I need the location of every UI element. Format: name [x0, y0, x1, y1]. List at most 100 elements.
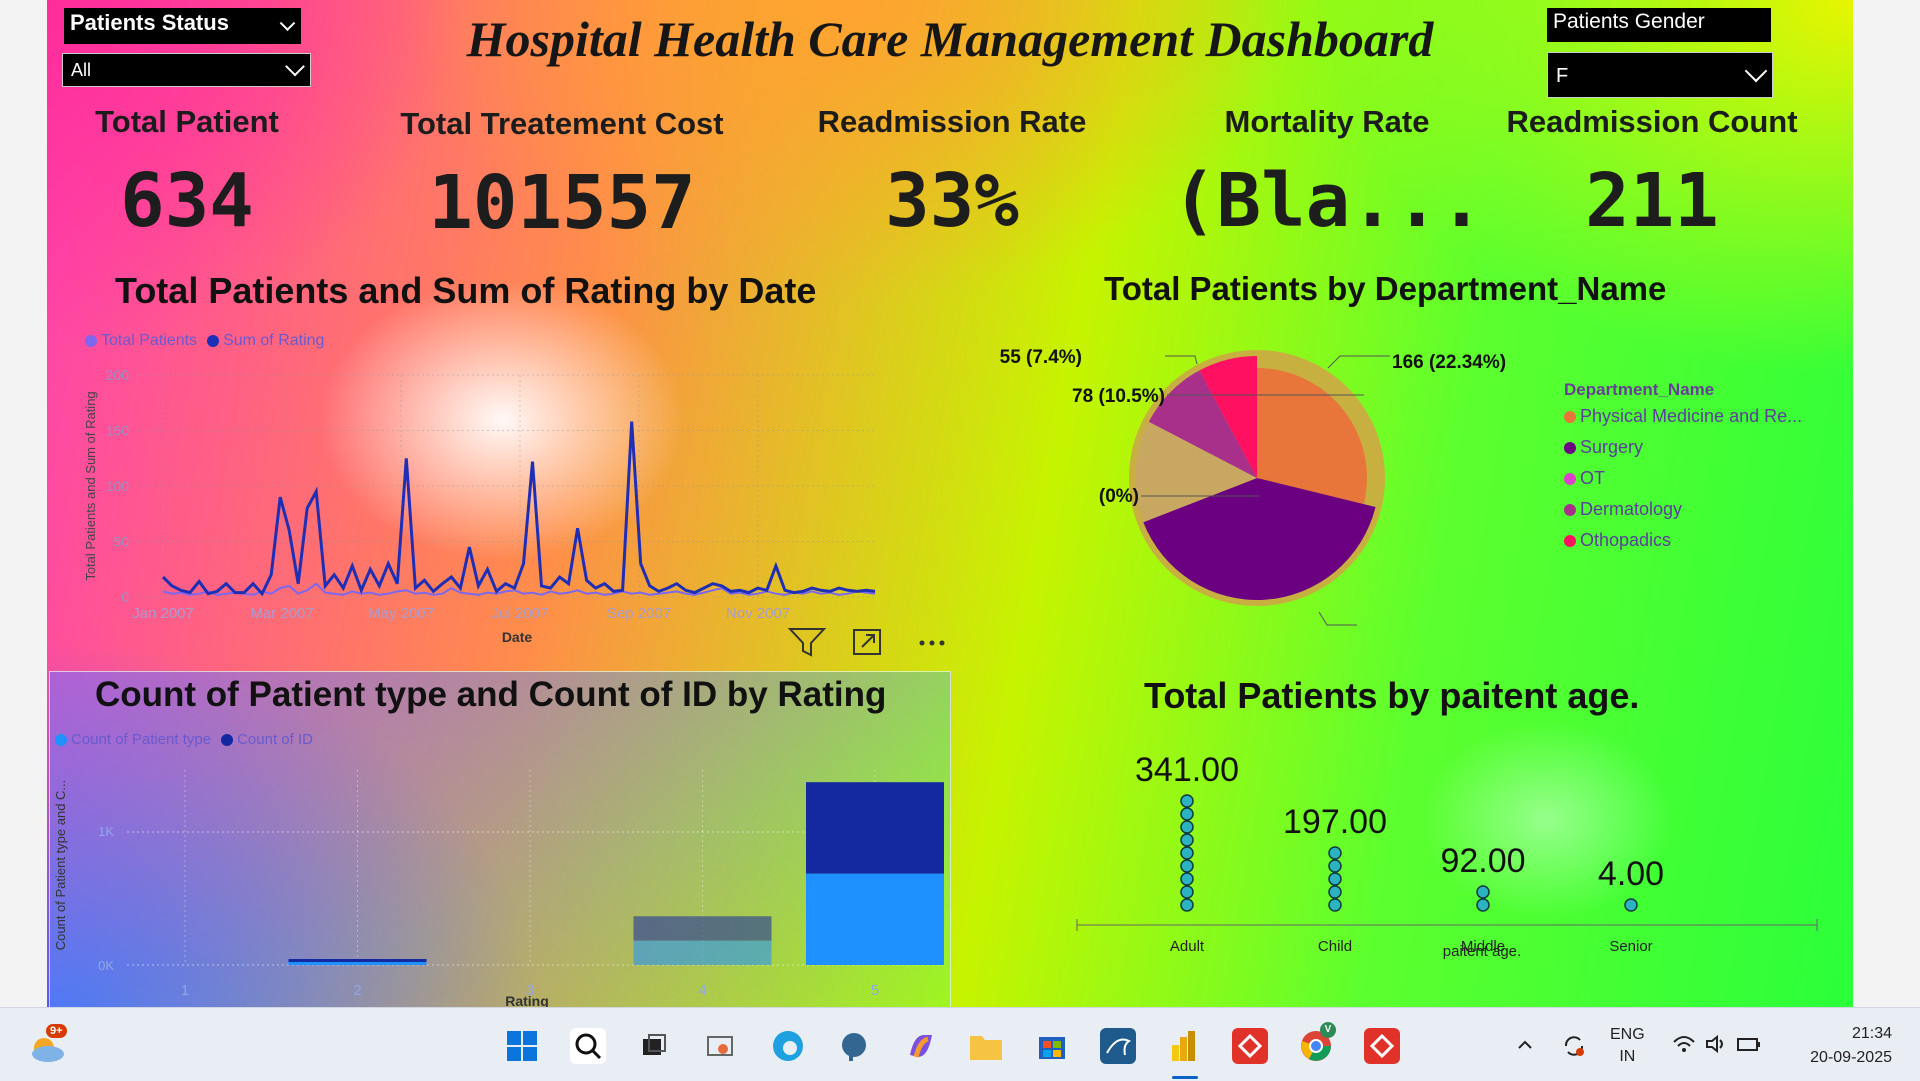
- leader-line: [1318, 611, 1357, 626]
- legend-item-count-of-id[interactable]: Count of ID: [221, 731, 313, 748]
- dot-mark: [1180, 885, 1194, 899]
- y-tick-label: 200: [106, 367, 130, 383]
- pie-legend-items: Physical Medicine and Re... Surgery OT Derm…: [1564, 406, 1853, 551]
- dot-mark: [1180, 807, 1194, 821]
- data-label: 341.00: [1135, 751, 1239, 789]
- kpi-readmission-rate-label: Readmission Rate: [817, 104, 1087, 139]
- pie-legend: Department_Name Physical Medicine and Re…: [1564, 380, 1853, 561]
- pie-chart[interactable]: 166 (22.34%)232 (31.22%)78 (10.5%)55 (7.…: [997, 320, 1597, 650]
- start-button[interactable]: [504, 1028, 540, 1064]
- pie-legend-item[interactable]: Othopadics: [1564, 530, 1853, 551]
- more-options-icon[interactable]: [919, 640, 945, 646]
- taskbar-app-store[interactable]: [1034, 1028, 1070, 1064]
- dot-mark: [1180, 833, 1194, 847]
- language-indicator[interactable]: ENG IN: [1610, 1024, 1645, 1068]
- clock-date: 20-09-2025: [1810, 1049, 1892, 1066]
- x-axis-title: Date: [502, 629, 533, 645]
- focus-mode-icon[interactable]: [853, 629, 881, 655]
- y-tick-label: 0K: [98, 958, 114, 973]
- dot-mark: [1476, 898, 1490, 912]
- search-button[interactable]: [570, 1028, 606, 1064]
- chevron-up-icon: [1518, 1040, 1532, 1049]
- pie-legend-item[interactable]: Physical Medicine and Re...: [1564, 406, 1853, 427]
- dot-mark: [1180, 872, 1194, 886]
- taskbar-app-postgres[interactable]: [836, 1028, 872, 1064]
- visual-header-icons: [787, 628, 945, 657]
- patients-gender-value: F: [1556, 65, 1569, 87]
- edge-icon: [773, 1031, 803, 1061]
- kpi-readmission-count-value: 211: [1585, 158, 1719, 244]
- system-tray[interactable]: [1672, 1034, 1762, 1054]
- taskbar-app-anydesk-1[interactable]: [1232, 1028, 1268, 1064]
- legend-dot: [1564, 442, 1576, 455]
- taskbar-app-gallery[interactable]: [703, 1028, 739, 1064]
- legend-label: Othopadics: [1580, 530, 1672, 550]
- power-bi-icon: [1172, 1031, 1195, 1061]
- series-line-sum-of-rating: [161, 421, 876, 597]
- patients-status-dropdown[interactable]: All: [62, 53, 311, 87]
- dot-mark: [1328, 872, 1342, 886]
- legend-item-sum-of-rating[interactable]: Sum of Rating: [207, 332, 324, 350]
- legend-dot: [207, 334, 220, 347]
- weather-cloud-icon: [32, 1038, 64, 1062]
- line-chart-title: Total Patients and Sum of Rating by Date: [115, 270, 817, 311]
- x-tick-label: Senior: [1609, 938, 1652, 955]
- x-tick-label: Nov 2007: [726, 605, 790, 622]
- legend-label: Dermatology: [1580, 499, 1683, 519]
- dot-mark: [1476, 885, 1490, 899]
- dot-chart-title: Total Patients by paitent age.: [1144, 675, 1640, 716]
- taskbar-app-copilot[interactable]: [903, 1028, 939, 1064]
- dot-mark: [1328, 859, 1342, 873]
- clock-time: 21:34: [1851, 1025, 1892, 1042]
- dot-chart[interactable]: 341.00 Adult 197.00 Child 92.00 Middle 4.00 Sen…: [1017, 720, 1847, 970]
- clock[interactable]: 21:34 20-09-2025: [1792, 1022, 1892, 1070]
- weather-widget[interactable]: 9+: [28, 1024, 68, 1064]
- y-tick-label: 0: [121, 589, 129, 605]
- sync-icon: [1564, 1036, 1584, 1056]
- bar-count-of-id: [633, 916, 772, 941]
- active-indicator: [1172, 1076, 1198, 1079]
- filter-icon[interactable]: [787, 628, 827, 657]
- legend-label: OT: [1580, 468, 1605, 488]
- taskbar-app-anydesk-2[interactable]: [1364, 1028, 1400, 1064]
- pie-slice-dermatology: [1148, 370, 1257, 478]
- data-label: 4.00: [1598, 855, 1664, 893]
- dot-mark: [1180, 859, 1194, 873]
- x-tick-label: 2: [353, 982, 361, 999]
- kpi-total-patient-label: Total Patient: [95, 104, 279, 139]
- show-hidden-icons-button[interactable]: [1515, 1034, 1535, 1059]
- copilot-icon: [910, 1035, 932, 1058]
- legend-label: Count of ID: [237, 731, 313, 748]
- store-icon: [1039, 1037, 1065, 1059]
- pie-legend-item[interactable]: Surgery: [1564, 437, 1853, 458]
- pie-data-label: 78 (10.5%): [1072, 386, 1165, 407]
- kpi-mortality-rate-value: (Bla...: [1172, 158, 1484, 244]
- taskbar-app-chrome[interactable]: V: [1298, 1022, 1336, 1064]
- bar-chart-title: Count of Patient type and Count of ID by…: [95, 675, 887, 714]
- profile-badge-icon: V: [1320, 1022, 1336, 1038]
- legend-item-total-patients[interactable]: Total Patients: [85, 332, 197, 350]
- x-tick-label: Child: [1318, 938, 1352, 955]
- pie-slice-misc: [1135, 421, 1257, 523]
- weather-badge: 9+: [46, 1024, 67, 1038]
- dolphin-icon: [1106, 1038, 1131, 1056]
- pie-legend-item[interactable]: OT: [1564, 468, 1853, 489]
- taskbar-app-file-explorer[interactable]: [968, 1028, 1004, 1064]
- legend-dot: [1564, 473, 1576, 486]
- taskbar-app-power-bi[interactable]: [1166, 1028, 1202, 1079]
- bar-chart-legend: Count of Patient type Count of ID: [55, 731, 313, 748]
- patients-gender-dropdown[interactable]: F: [1547, 52, 1773, 98]
- task-view-button[interactable]: [636, 1028, 672, 1064]
- bar-count-of-patient-type: [288, 962, 427, 965]
- sync-status-button[interactable]: [1560, 1032, 1588, 1065]
- x-tick-label: May 2007: [368, 605, 434, 622]
- taskbar-app-edge[interactable]: [770, 1028, 806, 1064]
- elephant-icon: [842, 1033, 866, 1061]
- bar-chart-panel[interactable]: [49, 671, 951, 1007]
- pie-legend-item[interactable]: Dermatology: [1564, 499, 1853, 520]
- taskbar-app-workbench[interactable]: [1100, 1028, 1136, 1064]
- bar-chart[interactable]: 1K 0K Count of Patient type and C... 1 2 3 4 5 R…: [47, 750, 957, 1007]
- legend-item-patient-type[interactable]: Count of Patient type: [55, 731, 211, 748]
- legend-dot: [1564, 411, 1576, 424]
